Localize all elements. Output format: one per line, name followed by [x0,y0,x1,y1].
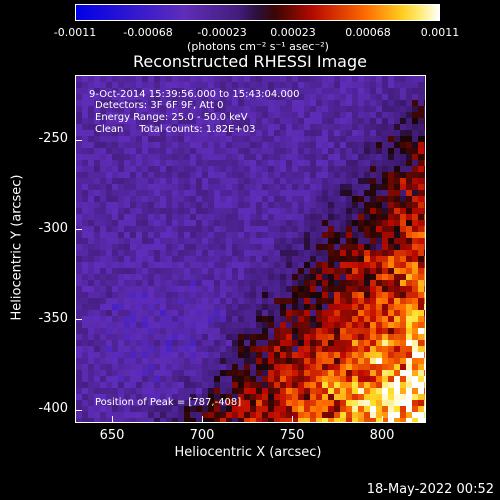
x-tick-label: 750 [279,428,305,443]
y-tickmark [75,229,82,230]
colorbar-tick: -0.00068 [123,26,173,39]
heatmap-plot: 9-Oct-2014 15:39:56.000 to 15:43:04.000 … [75,75,426,423]
x-tickmark [202,416,203,423]
x-axis-label: Heliocentric X (arcsec) [174,445,322,460]
x-tickmark [292,416,293,423]
colorbar-tick: -0.0011 [53,26,97,39]
detectors-annotation: Detectors: 3F 6F 9F, Att 0 [95,100,224,111]
y-axis-label: Heliocentric Y (arcsec) [9,174,25,321]
heatmap-image [76,76,425,422]
colorbar-tick: 0.00068 [345,26,391,39]
colorbar-tick: 0.00023 [270,26,316,39]
y-tickmark [75,319,82,320]
x-tickmark [382,416,383,423]
timestamp: 18-May-2022 00:52 [366,482,494,497]
clean-counts-annotation: Clean Total counts: 1.82E+03 [95,124,256,135]
y-tick-label: -350 [38,311,68,326]
y-tick-label: -300 [38,221,68,236]
x-tickmark [112,416,113,423]
y-tickmark [75,410,82,411]
colorbar-unit: (photons cm⁻² s⁻¹ asec⁻²) [187,40,329,53]
colorbar-tick: -0.00023 [197,26,247,39]
x-tick-label: 800 [369,428,395,443]
colorbar [75,4,440,21]
y-tick-label: -250 [38,131,68,146]
y-tick-label: -400 [38,401,68,416]
x-tick-label: 700 [189,428,215,443]
peak-position-annotation: Position of Peak = [787,-408] [95,397,242,408]
colorbar-tick: 0.0011 [420,26,460,39]
y-tickmark [75,140,82,141]
energy-range-annotation: Energy Range: 25.0 - 50.0 keV [95,112,248,123]
time-range-annotation: 9-Oct-2014 15:39:56.000 to 15:43:04.000 [89,89,300,100]
x-tick-label: 650 [99,428,125,443]
chart-title: Reconstructed RHESSI Image [133,52,367,71]
